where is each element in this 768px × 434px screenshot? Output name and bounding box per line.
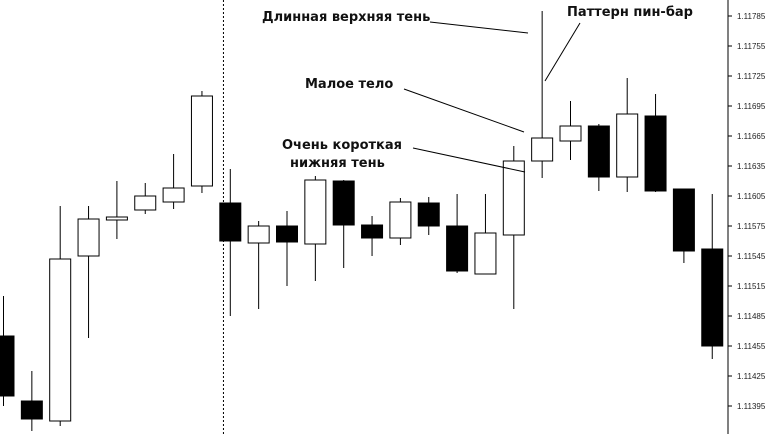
candle-body-bearish bbox=[361, 224, 384, 239]
candle-body-bearish bbox=[219, 202, 242, 242]
candle-body-bearish bbox=[0, 335, 15, 397]
candle-body-bearish bbox=[644, 115, 667, 192]
price-tick-label: 1.11755 bbox=[737, 42, 766, 51]
candle-body-bearish bbox=[446, 225, 469, 272]
price-tick-label: 1.11665 bbox=[737, 132, 766, 141]
annotation-short-lower-shadow-line1: Очень короткая bbox=[282, 138, 402, 153]
candle-body-bullish bbox=[304, 179, 327, 245]
annotation-leader-line bbox=[403, 88, 525, 133]
annotation-pinbar-pattern: Паттерн пин-бар bbox=[567, 5, 693, 20]
candle-body-bearish bbox=[276, 225, 298, 243]
price-tick-label: 1.11395 bbox=[737, 402, 766, 411]
price-tick-label: 1.11725 bbox=[737, 72, 766, 81]
candle-body-bullish bbox=[105, 216, 128, 221]
annotation-short-lower-shadow-line2: нижняя тень bbox=[290, 156, 385, 171]
candle-body-bearish bbox=[672, 188, 695, 252]
annotation-leader-line bbox=[429, 21, 529, 34]
price-tick-label: 1.11785 bbox=[737, 12, 766, 21]
annotation-leader-line bbox=[412, 147, 526, 173]
price-tick-label: 1.11485 bbox=[737, 312, 766, 321]
price-tick-label: 1.11605 bbox=[737, 192, 766, 201]
candle-body-bullish bbox=[134, 195, 157, 211]
candle-body-bearish bbox=[587, 125, 610, 178]
candle-body-bullish bbox=[77, 218, 100, 257]
price-tick-label: 1.11515 bbox=[737, 282, 766, 291]
price-tick-label: 1.11635 bbox=[737, 162, 766, 171]
candle-body-bearish bbox=[20, 400, 43, 420]
candle-body-bearish bbox=[701, 248, 724, 347]
candle-body-bullish bbox=[162, 187, 185, 203]
candle-body-bullish bbox=[616, 113, 639, 178]
candle-body-bearish bbox=[417, 202, 440, 227]
price-tick-label: 1.11695 bbox=[737, 102, 766, 111]
annotation-small-body: Малое тело bbox=[305, 77, 393, 92]
price-tick-label: 1.11455 bbox=[737, 342, 766, 351]
candle-body-bullish bbox=[190, 95, 213, 187]
candle-body-bullish bbox=[49, 258, 72, 422]
annotation-leader-line bbox=[544, 22, 581, 82]
candle-body-bullish bbox=[474, 232, 497, 275]
candle-body-bearish bbox=[332, 180, 355, 226]
candle-body-bullish bbox=[559, 125, 582, 142]
candle-body-bullish bbox=[389, 201, 412, 239]
price-tick-label: 1.11575 bbox=[737, 222, 766, 231]
price-tick-label: 1.11545 bbox=[737, 252, 766, 261]
candle-body-bullish bbox=[502, 160, 525, 236]
candle-body-bullish bbox=[531, 137, 554, 162]
candle-body-bullish bbox=[247, 225, 270, 244]
price-tick-label: 1.11425 bbox=[737, 372, 766, 381]
annotation-long-upper-shadow: Длинная верхняя тень bbox=[262, 10, 430, 25]
